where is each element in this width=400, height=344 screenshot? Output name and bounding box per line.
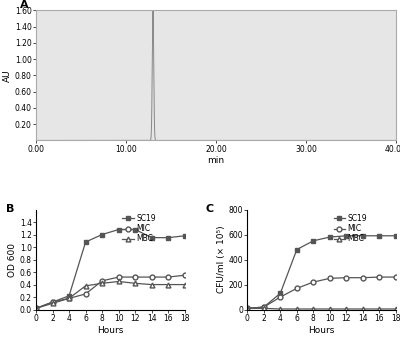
MBC bbox=[294, 307, 299, 311]
MIC bbox=[182, 273, 187, 277]
MBC bbox=[67, 296, 72, 300]
MIC bbox=[166, 275, 171, 279]
MIC bbox=[394, 275, 398, 279]
Line: MIC: MIC bbox=[34, 273, 187, 311]
MIC bbox=[377, 275, 382, 279]
X-axis label: Hours: Hours bbox=[97, 325, 124, 335]
MIC bbox=[261, 305, 266, 309]
MBC bbox=[34, 306, 38, 310]
Y-axis label: CFU/ml (× 10⁵): CFU/ml (× 10⁵) bbox=[217, 226, 226, 293]
MIC bbox=[50, 300, 55, 304]
SC19 bbox=[100, 233, 104, 237]
SC19 bbox=[116, 227, 121, 232]
X-axis label: Hours: Hours bbox=[308, 325, 335, 335]
Y-axis label: OD 600: OD 600 bbox=[8, 243, 17, 277]
MBC bbox=[166, 282, 171, 287]
SC19 bbox=[278, 291, 283, 295]
Legend: SC19, MIC, MBC: SC19, MIC, MBC bbox=[122, 213, 156, 244]
MIC bbox=[360, 276, 365, 280]
Y-axis label: AU: AU bbox=[3, 69, 12, 82]
SC19 bbox=[377, 234, 382, 238]
SC19 bbox=[166, 236, 171, 240]
MIC bbox=[245, 306, 250, 310]
Line: SC19: SC19 bbox=[245, 233, 398, 311]
SC19 bbox=[328, 235, 332, 239]
SC19 bbox=[360, 234, 365, 238]
MBC bbox=[149, 282, 154, 287]
MBC bbox=[245, 306, 250, 310]
MIC bbox=[294, 286, 299, 290]
Text: A: A bbox=[20, 0, 28, 10]
SC19 bbox=[245, 306, 250, 310]
MIC bbox=[116, 275, 121, 279]
SC19 bbox=[394, 234, 398, 238]
MBC bbox=[182, 282, 187, 287]
MBC bbox=[360, 307, 365, 311]
MIC bbox=[100, 279, 104, 283]
MBC bbox=[50, 301, 55, 305]
MIC bbox=[278, 295, 283, 299]
SC19 bbox=[50, 300, 55, 304]
MIC bbox=[149, 275, 154, 279]
MIC bbox=[133, 275, 138, 279]
X-axis label: min: min bbox=[208, 157, 224, 165]
SC19 bbox=[67, 294, 72, 298]
MBC bbox=[133, 281, 138, 286]
SC19 bbox=[261, 305, 266, 309]
SC19 bbox=[149, 236, 154, 240]
MBC bbox=[311, 307, 316, 311]
Line: MBC: MBC bbox=[34, 279, 187, 311]
MBC bbox=[394, 307, 398, 311]
SC19 bbox=[344, 234, 349, 238]
Legend: SC19, MIC, MBC: SC19, MIC, MBC bbox=[333, 213, 368, 244]
SC19 bbox=[182, 234, 187, 238]
MIC bbox=[67, 296, 72, 300]
MBC bbox=[377, 307, 382, 311]
MBC bbox=[278, 307, 283, 311]
Line: MIC: MIC bbox=[245, 275, 398, 311]
MBC bbox=[83, 284, 88, 288]
Line: SC19: SC19 bbox=[34, 227, 187, 311]
MIC bbox=[311, 280, 316, 284]
SC19 bbox=[294, 247, 299, 251]
MBC bbox=[100, 281, 104, 286]
MBC bbox=[344, 307, 349, 311]
MBC bbox=[261, 306, 266, 310]
SC19 bbox=[83, 240, 88, 244]
Text: B: B bbox=[6, 204, 15, 214]
MBC bbox=[328, 307, 332, 311]
MBC bbox=[116, 279, 121, 283]
MIC bbox=[83, 292, 88, 296]
MIC bbox=[344, 276, 349, 280]
SC19 bbox=[133, 227, 138, 232]
MIC bbox=[328, 276, 332, 280]
MIC bbox=[34, 306, 38, 310]
Text: C: C bbox=[206, 204, 214, 214]
SC19 bbox=[34, 306, 38, 310]
SC19 bbox=[311, 239, 316, 243]
Line: MBC: MBC bbox=[245, 306, 398, 311]
